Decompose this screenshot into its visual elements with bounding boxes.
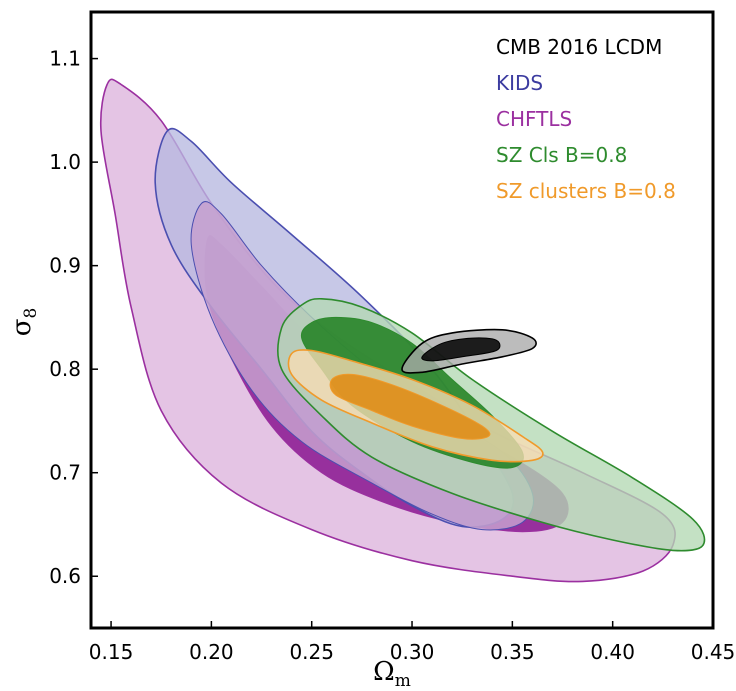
y-tick-label: 1.0 [49, 150, 81, 174]
x-tick-label: 0.20 [189, 640, 234, 664]
legend-entry: SZ Cls B=0.8 [496, 143, 627, 167]
legend-entry: SZ clusters B=0.8 [496, 179, 676, 203]
x-tick-label: 0.45 [691, 640, 736, 664]
plot-frame [89, 10, 715, 630]
series-sz-clusters-b-0-8 [287, 349, 544, 463]
y-axis-ticks: 0.6 0.7 0.8 0.9 1.0 1.1 [49, 47, 98, 588]
x-tick-label: 0.25 [289, 640, 334, 664]
x-axis-label: Ωm [373, 657, 411, 691]
contour-inner-sz-clusters-b-0-8 [329, 373, 491, 440]
y-tick-label: 0.9 [49, 254, 81, 278]
y-tick-label: 1.1 [49, 47, 81, 71]
y-tick-label: 0.6 [49, 564, 81, 588]
series-cmb-2016-lcdm [401, 328, 537, 374]
y-axis-label: σ8 [7, 308, 41, 337]
contour-layer [99, 78, 706, 583]
legend-entry: KIDS [496, 71, 543, 95]
legend: CMB 2016 LCDM KIDS CHFTLS SZ Cls B=0.8 SZ cl… [496, 35, 676, 203]
legend-entry: CMB 2016 LCDM [496, 35, 662, 59]
x-tick-label: 0.15 [89, 640, 134, 664]
x-tick-label: 0.30 [390, 640, 435, 664]
x-tick-label: 0.35 [490, 640, 535, 664]
x-tick-label: 0.40 [590, 640, 635, 664]
contour-inner-cmb-2016-lcdm [421, 337, 501, 362]
legend-entry: CHFTLS [496, 107, 572, 131]
y-tick-label: 0.7 [49, 461, 81, 485]
y-tick-label: 0.8 [49, 357, 81, 381]
x-axis-ticks: 0.15 0.20 0.25 0.30 0.35 0.40 0.45 [89, 621, 735, 664]
